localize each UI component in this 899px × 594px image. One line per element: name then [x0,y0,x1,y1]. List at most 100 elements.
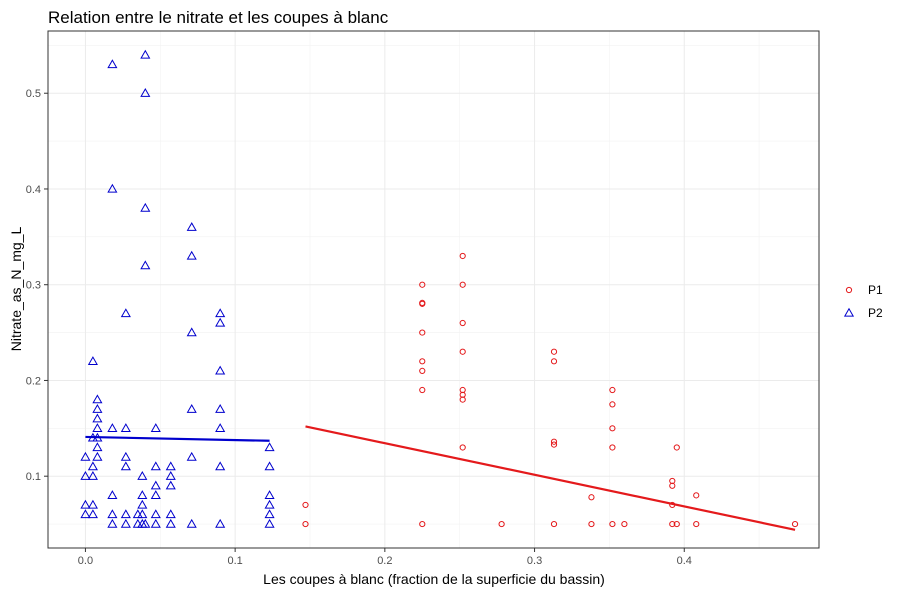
point-p1 [459,396,466,403]
point-p2 [150,480,161,490]
point-p2 [264,509,275,519]
point-p1 [791,520,799,528]
point-p2 [80,470,91,480]
point-p1 [459,281,466,288]
point-p2 [186,250,197,260]
x-axis-label: Les coupes à blanc (fraction de la super… [263,571,605,587]
y-axis-label: Nitrate_as_N_mg_L [8,227,24,352]
point-p2 [186,403,197,413]
trend-line-p2 [85,435,270,442]
point-p2 [215,518,226,528]
trend-line-p1 [305,425,796,531]
point-p2 [165,509,176,519]
chart-title: Relation entre le nitrate et les coupes … [48,8,389,27]
point-p1 [498,520,505,528]
point-p2 [87,461,98,471]
point-p1 [550,520,558,528]
point-p1 [419,367,426,374]
point-p1 [459,319,466,327]
point-p2 [150,518,161,528]
point-p2 [140,202,151,212]
point-p2 [107,518,118,528]
point-p1 [669,520,676,528]
point-p2 [264,490,275,499]
point-p1 [459,252,466,260]
point-p2 [215,423,226,432]
point-p1 [419,329,426,336]
point-p1 [588,494,595,501]
point-p2 [107,423,118,432]
trend-lines [85,425,796,531]
y-tick-label: 0.1 [26,471,41,483]
point-p2 [140,49,151,59]
x-tick-label: 0.0 [78,555,93,567]
point-p2 [107,509,118,519]
major-gridlines [48,31,819,548]
point-p1 [609,425,616,432]
point-p2 [92,432,103,442]
point-p1 [621,520,628,528]
point-p2 [264,499,275,509]
point-p1 [550,441,558,448]
point-p2 [87,499,98,509]
point-p2 [186,451,197,461]
legend-label-p2: P2 [868,306,883,320]
point-p1 [669,501,676,509]
point-p2 [150,461,161,471]
point-p2 [215,308,226,318]
point-p1 [302,501,309,509]
point-p1 [550,358,558,365]
point-p2 [87,509,98,519]
point-p2 [264,442,275,452]
point-p1 [419,281,426,288]
point-p2 [186,327,197,337]
point-p2 [92,394,103,404]
point-p2 [92,442,103,452]
point-p2 [186,222,197,231]
point-p1 [609,386,616,394]
point-p1 [302,520,309,528]
minor-gridlines [48,31,819,548]
point-p1 [669,482,676,489]
point-p2 [215,461,226,471]
point-p2 [140,88,151,97]
point-p2 [120,518,131,528]
legend-key-p1 [845,286,853,294]
point-p1 [459,444,466,451]
point-p2 [140,518,151,528]
y-axis-ticks: 0.1 0.2 0.3 0.4 0.5 [26,88,48,483]
point-p2 [150,423,161,432]
point-p1 [609,401,616,408]
point-p2 [120,451,131,461]
point-p2 [80,451,91,461]
point-p2 [120,461,131,471]
point-p2 [92,451,103,461]
x-tick-label: 0.1 [227,555,242,567]
point-p1 [693,520,700,528]
y-tick-label: 0.5 [26,88,41,100]
point-p2 [186,518,197,528]
point-p2 [92,403,103,413]
point-p2 [150,509,161,519]
point-p2 [107,490,118,499]
legend-key-p2 [843,307,855,317]
point-p1 [609,444,616,451]
point-p1 [673,520,680,528]
point-p1 [419,299,426,307]
plot-panel-border [47,30,820,549]
point-p2 [87,356,98,365]
point-p2 [80,499,91,509]
data-points [80,49,799,528]
x-axis-ticks: 0.0 0.1 0.2 0.3 0.4 [78,548,692,567]
point-p2 [264,461,275,471]
point-p2 [165,480,176,490]
point-p1 [459,348,466,355]
point-p2 [87,470,98,480]
point-p1 [419,358,426,365]
point-p1 [588,520,595,528]
point-p1 [550,348,558,355]
point-p1 [693,492,700,499]
y-tick-label: 0.3 [26,280,41,292]
point-p2 [120,423,131,432]
legend: P1 P2 [843,283,883,320]
